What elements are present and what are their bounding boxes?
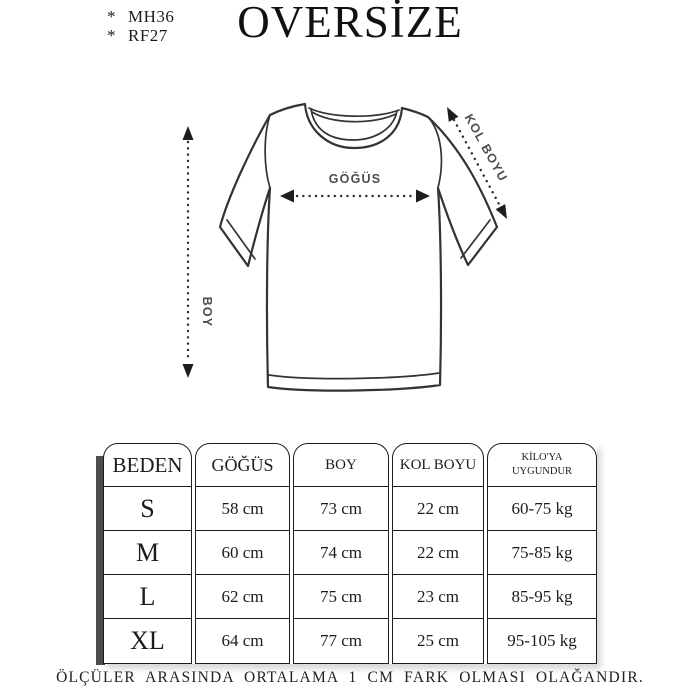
sleeve-value-cell: 25 cm bbox=[416, 631, 460, 650]
product-code: MH36 bbox=[128, 7, 175, 26]
tshirt-measurement-diagram: GÖĞÜS BOY KOL BOYU bbox=[182, 102, 510, 392]
column-header-boy: BOY bbox=[294, 444, 388, 487]
weight-value-cell: 95-105 kg bbox=[507, 631, 577, 650]
back-collar-line bbox=[308, 107, 400, 117]
sleeve-value-cell: 23 cm bbox=[393, 575, 483, 619]
arrow-left-icon bbox=[280, 189, 294, 203]
length-value-cell: 75 cm bbox=[294, 575, 388, 619]
arrow-up-right-icon bbox=[447, 107, 459, 122]
chest-measure-label: GÖĞÜS bbox=[329, 171, 382, 186]
column-kol-boyu: KOL BOYU 22 cm 22 cm 23 cm 25 cm bbox=[392, 443, 484, 664]
length-value-cell: 74 cm bbox=[294, 531, 388, 575]
arrow-right-icon bbox=[416, 189, 430, 203]
size-cell: S bbox=[104, 487, 191, 531]
chest-value-cell: 58 cm bbox=[196, 487, 289, 531]
right-cuff-line bbox=[460, 219, 491, 259]
arrow-down-right-icon bbox=[495, 204, 507, 219]
column-beden: BEDEN S M L XL bbox=[103, 443, 192, 664]
arrow-down-icon bbox=[182, 364, 194, 378]
product-codes: * MH36 * RF27 bbox=[107, 7, 174, 45]
column-header-beden: BEDEN bbox=[104, 444, 191, 487]
sleeve-measure-line bbox=[452, 118, 502, 208]
bullet-asterisk: * bbox=[107, 7, 116, 26]
length-measure-label: BOY bbox=[200, 297, 214, 328]
product-code: RF27 bbox=[128, 26, 168, 45]
column-kilo: KİLO'YA UYGUNDUR 60-75 kg 75-85 kg 85-95… bbox=[487, 443, 597, 664]
chest-value-cell: 60 cm bbox=[196, 531, 289, 575]
table-left-shadow-bar bbox=[96, 456, 105, 665]
sleeve-value-cell: 22 cm bbox=[393, 531, 483, 575]
length-value-cell: 77 cm bbox=[319, 631, 363, 650]
column-boy: BOY 73 cm 74 cm 75 cm 77 cm bbox=[293, 443, 389, 664]
size-cell: L bbox=[104, 575, 191, 619]
column-header-kilo: KİLO'YA UYGUNDUR bbox=[488, 444, 596, 487]
left-cuff-line bbox=[226, 219, 256, 260]
weight-value-cell: 60-75 kg bbox=[488, 487, 596, 531]
hem-line bbox=[268, 372, 440, 380]
page-title: OVERSİZE bbox=[237, 0, 463, 47]
tshirt-outline bbox=[218, 102, 499, 392]
arrow-up-icon bbox=[182, 126, 194, 140]
column-header-gogus: GÖĞÜS bbox=[196, 444, 289, 487]
product-code-line: * RF27 bbox=[107, 26, 174, 45]
size-cell: M bbox=[104, 531, 191, 575]
size-table: BEDEN S M L XL GÖĞÜS 58 cm 60 cm 62 cm 6… bbox=[103, 443, 597, 664]
length-value-cell: 73 cm bbox=[294, 487, 388, 531]
bullet-asterisk: * bbox=[107, 26, 116, 45]
weight-value-cell: 75-85 kg bbox=[488, 531, 596, 575]
right-sleeve-seam bbox=[427, 116, 443, 189]
back-collar-line bbox=[311, 111, 397, 123]
column-header-kol-boyu: KOL BOYU bbox=[393, 444, 483, 487]
weight-value-cell: 85-95 kg bbox=[488, 575, 596, 619]
collar-band-line bbox=[310, 108, 398, 141]
size-cell: XL bbox=[130, 626, 165, 655]
chest-value-cell: 62 cm bbox=[196, 575, 289, 619]
product-code-line: * MH36 bbox=[107, 7, 174, 26]
column-gogus: GÖĞÜS 58 cm 60 cm 62 cm 64 cm bbox=[195, 443, 290, 664]
chest-value-cell: 64 cm bbox=[221, 631, 264, 650]
tolerance-note: ÖLÇÜLER ARASINDA ORTALAMA 1 CM FARK OLMA… bbox=[56, 669, 644, 686]
sleeve-value-cell: 22 cm bbox=[393, 487, 483, 531]
left-sleeve-seam bbox=[264, 114, 271, 189]
